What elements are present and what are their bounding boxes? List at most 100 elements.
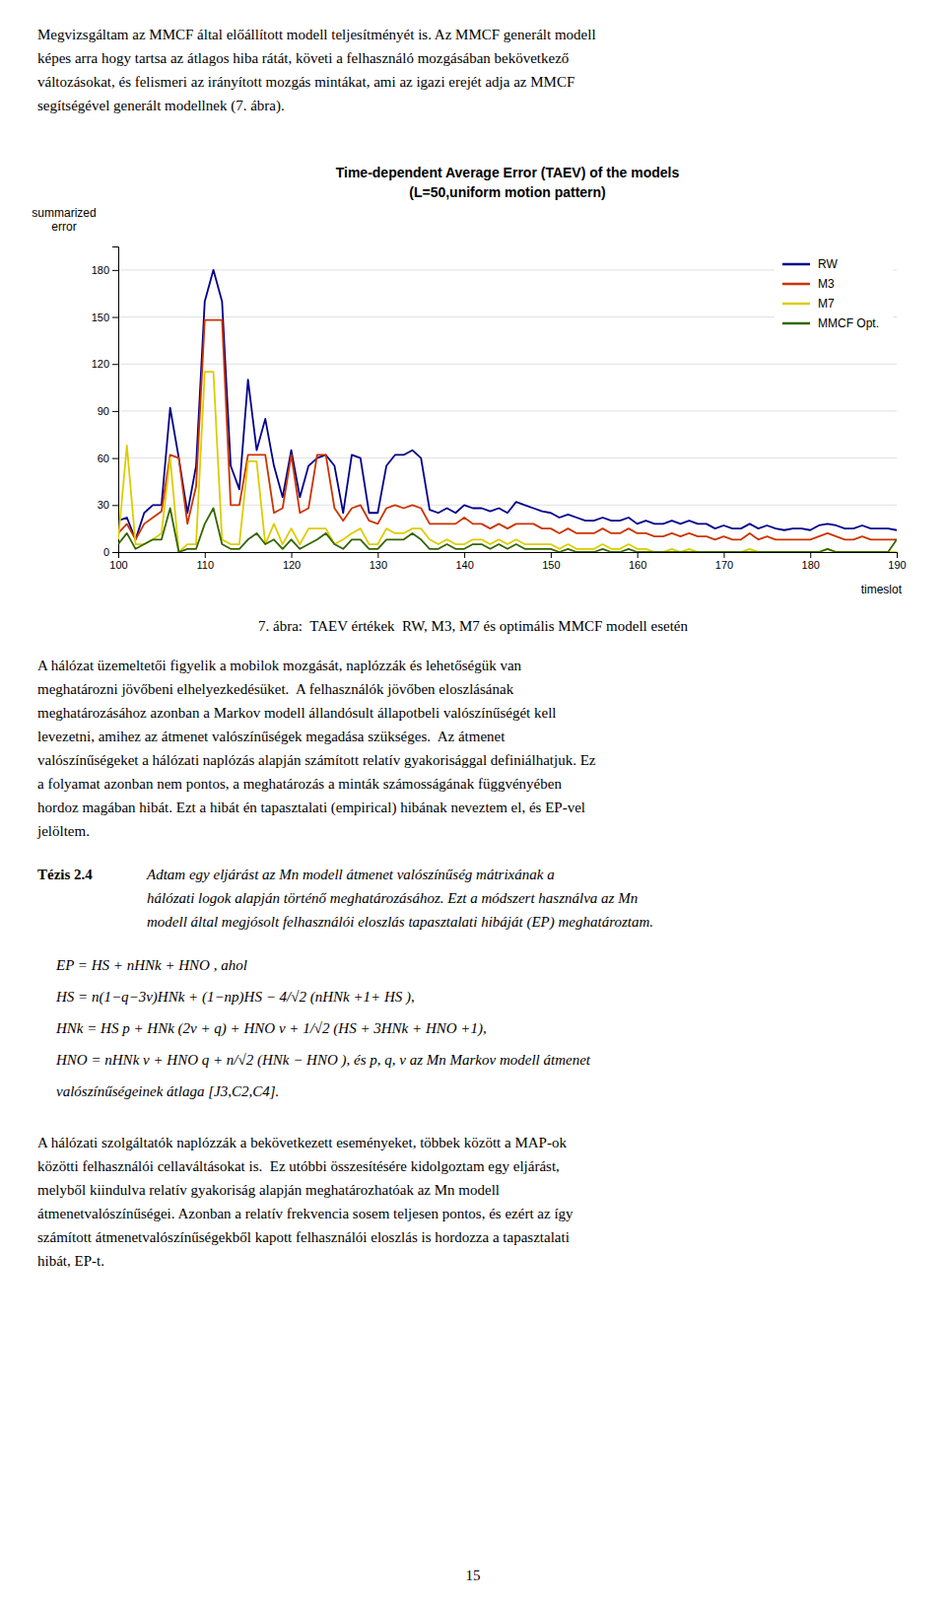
x-tick-label: 170 [715, 558, 734, 571]
paragraph-line: közötti felhasználói cellaváltásokat is.… [37, 1157, 560, 1174]
paragraph-line: hordoz magában hibát. Ezt a hibát én tap… [37, 799, 586, 816]
paragraph-line: jelöltem. [36, 822, 90, 839]
y-tick: 0 [103, 545, 119, 558]
x-axis: 100 110 120 130 140 150 160 170 180 190 [109, 551, 906, 571]
x-tick-label: 120 [282, 558, 301, 571]
y-tick-label: 60 [97, 452, 110, 465]
x-tick-label: 180 [802, 558, 820, 571]
thesis-line: Adtam egy eljárást az Mn modell átmenet … [145, 866, 555, 882]
x-axis-label: timeslot [861, 582, 903, 597]
y-tick-mark [112, 363, 119, 365]
paragraph-line: változásokat, és felismeri az irányított… [37, 73, 575, 90]
y-tick-mark [112, 270, 119, 271]
chart: Time-dependent Average Error (TAEV) of t… [31, 164, 906, 597]
y-tick-mark [112, 410, 119, 412]
thesis-heading: Tézis 2.4 [37, 866, 93, 882]
x-tick: 180 [802, 551, 820, 571]
x-tick: 170 [715, 551, 734, 571]
x-tick: 150 [541, 551, 560, 571]
paragraph-line: valószínűségeket a hálózati naplózás ala… [37, 751, 597, 768]
y-axis-line [112, 247, 120, 553]
paragraph-line: A hálózat üzemeltetői figyelik a mobilok… [37, 657, 523, 674]
y-tick: 150 [91, 311, 119, 324]
x-tick-mark [896, 551, 898, 558]
x-tick-mark [637, 551, 639, 558]
paragraph-line: A hálózati szolgáltatók naplózzák a bekö… [37, 1134, 567, 1150]
x-tick: 160 [628, 551, 647, 571]
y-tick-mark [112, 551, 119, 553]
x-tick-label: 150 [541, 558, 560, 571]
thesis-line: modell által megjósolt felhasználói elos… [146, 913, 654, 931]
legend-label: MMCF Opt. [817, 316, 879, 331]
paragraph-line: hibát, EP-t. [37, 1252, 105, 1269]
y-tick-label: 120 [91, 357, 110, 370]
legend-swatch [782, 263, 811, 267]
legend-background [774, 248, 893, 334]
figure-caption: 7. ábra: TAEV értékek RW, M3, M7 és opti… [258, 617, 688, 634]
y-tick-label: 90 [97, 405, 110, 417]
paragraph-line: képes arra hogy tartsa az átlagos hiba r… [37, 50, 569, 67]
legend-label: RW [817, 257, 838, 271]
y-tick-label: 30 [97, 498, 110, 511]
y-tick-mark [112, 458, 119, 460]
x-tick-mark [550, 551, 552, 558]
y-tick: 60 [97, 452, 119, 465]
paragraph-line: számított átmenetvalószínűségekből kapot… [37, 1228, 570, 1245]
legend-swatch [782, 282, 811, 286]
equation-line: HS = n(1−q−3v)HNk + (1−np)HS − 4/√2 (nHN… [55, 988, 415, 1006]
legend: RW M3 M7 MMCF Opt. [774, 248, 893, 334]
x-tick: 130 [369, 551, 388, 571]
equation-line: HNk = HS p + HNk (2v + q) + HNO v + 1/√2… [55, 1019, 487, 1037]
paragraph-line: átmenetvalószínűségei. Azonban a relatív… [37, 1205, 574, 1221]
paragraph-line: a folyamat azonban nem pontos, a meghatá… [37, 775, 562, 792]
page: Megvizsgáltam az MMCF által előállított … [0, 0, 946, 1600]
y-tick: 90 [97, 405, 119, 417]
legend-label: M3 [817, 276, 835, 291]
chart-subtitle: (L=50,uniform motion pattern) [408, 184, 607, 201]
y-axis: 0 30 60 90 120 150 180 [91, 247, 120, 559]
paragraph-line: meghatározni jövőbeni elhelyezkedésüket.… [37, 680, 515, 697]
equation-line: EP = HS + nHNk + HNO , ahol [55, 956, 248, 973]
page-number: 15 [466, 1566, 481, 1583]
y-tick-mark [112, 504, 119, 506]
x-tick-label: 110 [197, 558, 215, 571]
paragraph-line: melyből kiindulva relatív gyakoriság ala… [37, 1181, 500, 1198]
series-line [118, 371, 897, 552]
legend-swatch [782, 302, 811, 306]
series-line [118, 507, 897, 552]
x-tick-label: 160 [628, 558, 647, 571]
x-tick: 120 [282, 551, 301, 571]
y-tick-label: 180 [91, 264, 110, 276]
legend-label: M7 [817, 296, 835, 311]
y-tick: 30 [97, 498, 119, 511]
x-tick-mark [204, 551, 206, 558]
x-tick-label: 140 [455, 558, 473, 571]
y-tick-label: 150 [91, 311, 110, 324]
y-tick: 120 [91, 357, 119, 370]
x-tick-mark [810, 551, 811, 558]
y-axis-label-line: summarized [31, 205, 96, 220]
x-tick: 190 [887, 551, 906, 571]
x-tick: 140 [455, 551, 473, 571]
paragraph-line: levezetni, amihez az átmenet valószínűsé… [37, 728, 506, 744]
grid-line [118, 363, 897, 365]
y-tick-mark [112, 317, 119, 319]
thesis-line: hálózati logok alapján történő meghatáro… [146, 889, 638, 906]
x-tick: 110 [197, 551, 215, 571]
x-tick-mark [723, 551, 725, 558]
y-tick: 180 [91, 264, 119, 276]
x-tick: 100 [109, 551, 128, 571]
equation-line: HNO = nHNk v + HNO q + n/√2 (HNk − HNO )… [55, 1051, 592, 1069]
grid-line [118, 457, 897, 459]
chart-title: Time-dependent Average Error (TAEV) of t… [336, 164, 680, 181]
x-tick-mark [291, 551, 293, 558]
paragraph-line: meghatározásához azonban a Markov modell… [37, 704, 557, 721]
y-axis-label: summarizederror [31, 205, 96, 234]
paragraph-line: segítségével generált modellnek (7. ábra… [37, 97, 285, 115]
legend-swatch [782, 322, 811, 326]
series-line [118, 320, 897, 541]
y-axis-label-line: error [51, 219, 76, 234]
x-tick-label: 190 [887, 558, 906, 571]
x-tick-label: 100 [109, 558, 128, 571]
x-tick-mark [377, 551, 379, 558]
